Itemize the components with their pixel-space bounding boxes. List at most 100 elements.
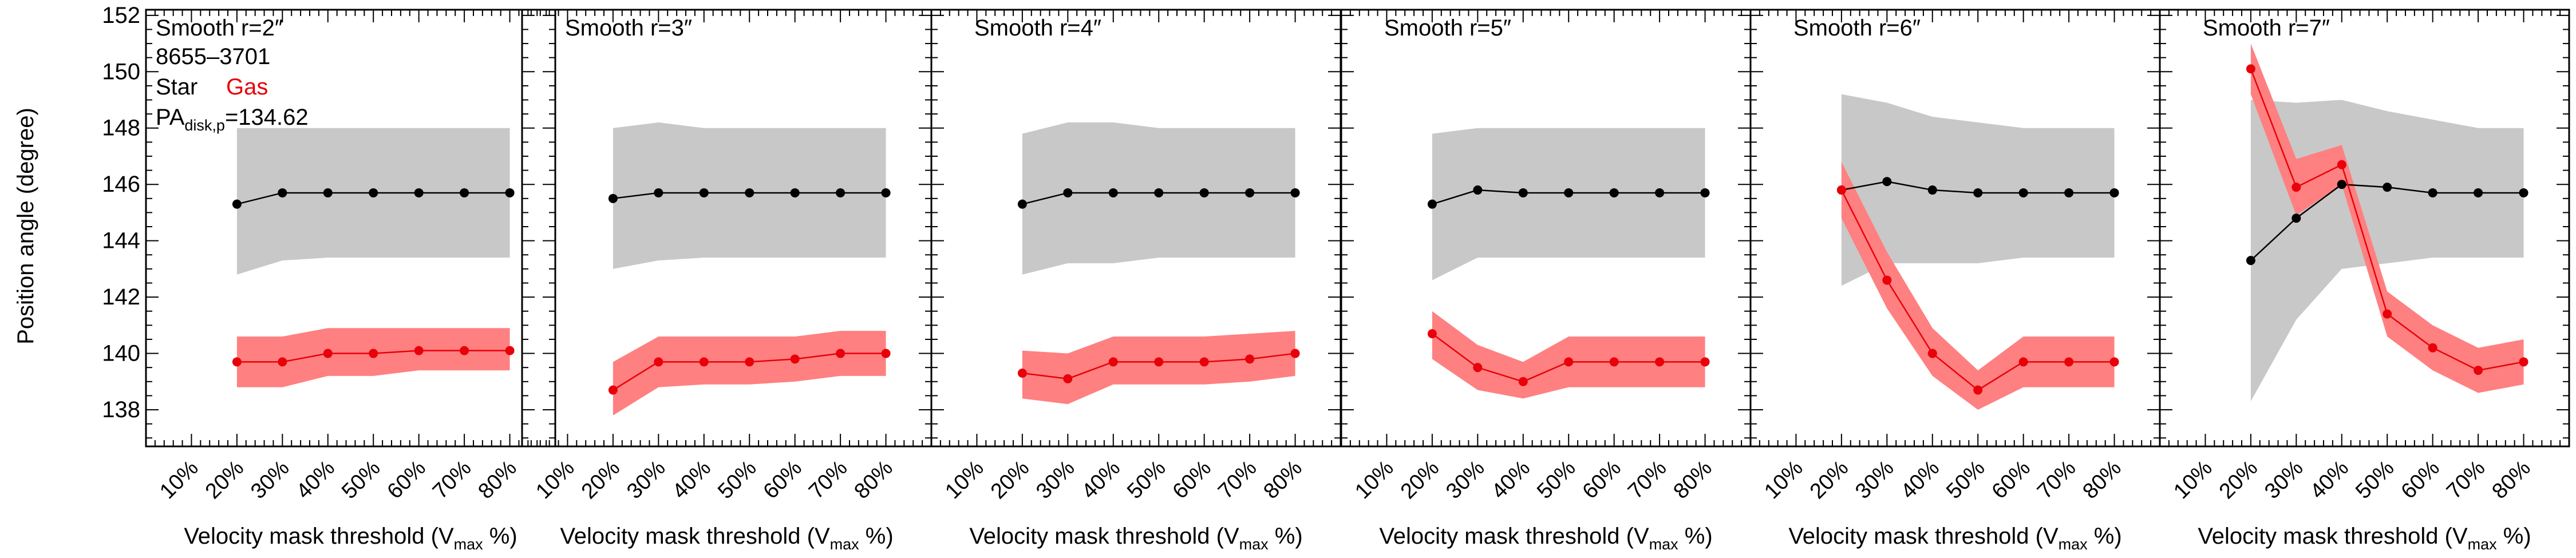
gas-point <box>1609 357 1619 367</box>
x-tick-label: 80% <box>2487 456 2535 504</box>
gas-point <box>1017 369 1027 378</box>
x-tick-label: 30% <box>1032 456 1079 504</box>
x-axis-label: Velocity mask threshold (Vmax %) <box>1379 524 1712 553</box>
x-tick-label: 60% <box>1168 456 1216 504</box>
gas-point <box>1973 385 1983 395</box>
gas-point <box>1700 357 1710 367</box>
panel-title: Smooth r=2″ <box>156 15 283 41</box>
x-tick-label: 70% <box>2442 456 2490 504</box>
x-tick-label: 70% <box>804 456 852 504</box>
star-point <box>2474 188 2483 197</box>
y-tick-label: 140 <box>102 341 140 366</box>
panel-title: Smooth r=6″ <box>1793 15 1921 41</box>
x-tick-label: 30% <box>2260 456 2308 504</box>
gas-error-band <box>1432 311 1705 399</box>
x-axis-label-end: %) <box>1678 524 1713 549</box>
x-axis-label-end: %) <box>859 524 894 549</box>
x-tick-label: 80% <box>1259 456 1306 504</box>
x-axis-label-main: Velocity mask threshold (V <box>1379 524 1649 549</box>
x-tick-label: 50% <box>337 456 385 504</box>
x-tick-label: 80% <box>850 456 897 504</box>
x-tick-label: 20% <box>1396 456 1444 504</box>
star-point <box>232 199 242 209</box>
x-axis-label-end: %) <box>1269 524 1303 549</box>
star-point <box>1245 188 1255 197</box>
x-axis-label-end: %) <box>483 524 517 549</box>
x-tick-label: 40% <box>2306 456 2353 504</box>
gas-point <box>654 357 663 367</box>
star-point <box>1108 188 1118 197</box>
y-tick-label: 138 <box>102 397 140 422</box>
star-point <box>1154 188 1164 197</box>
star-point <box>1017 199 1027 209</box>
x-tick-label: 30% <box>622 456 670 504</box>
star-point <box>460 188 469 197</box>
gas-error-band <box>2250 43 2524 393</box>
star-point <box>323 188 333 197</box>
gas-point <box>1836 185 1846 195</box>
x-axis-label: Velocity mask threshold (Vmax %) <box>1788 524 2121 553</box>
gas-point <box>2064 357 2074 367</box>
x-tick-label: 70% <box>2033 456 2080 504</box>
x-tick-label: 20% <box>201 456 248 504</box>
x-axis-label-main: Velocity mask threshold (V <box>560 524 830 549</box>
gas-point <box>460 346 469 355</box>
star-point <box>2064 188 2074 197</box>
x-tick-label: 70% <box>1214 456 1261 504</box>
star-point <box>881 188 891 197</box>
gas-point <box>745 357 754 367</box>
panel-frame <box>145 9 556 448</box>
x-tick-label: 20% <box>1805 456 1853 504</box>
star-point <box>2018 188 2028 197</box>
x-tick-label: 80% <box>1669 456 1716 504</box>
panel-title: Smooth r=4″ <box>974 15 1101 41</box>
x-tick-label: 50% <box>1123 456 1170 504</box>
x-axis-label: Velocity mask threshold (Vmax %) <box>560 524 893 553</box>
x-axis-label-sub: max <box>2468 536 2498 553</box>
y-tick-label: 150 <box>102 59 140 84</box>
panel-3: 10%20%30%40%50%60%70%80% Smooth r=4″ Veloc… <box>930 9 1342 553</box>
star-point <box>1700 188 1710 197</box>
star-point <box>836 188 846 197</box>
gas-point <box>278 357 287 367</box>
star-point <box>278 188 287 197</box>
x-axis-label-main: Velocity mask threshold (V <box>969 524 1239 549</box>
gas-point <box>2291 183 2301 192</box>
gas-point <box>1518 377 1528 386</box>
x-axis-label-main: Velocity mask threshold (V <box>184 524 454 549</box>
star-point <box>699 188 709 197</box>
gas-point <box>323 349 333 358</box>
y-axis-label: Position angle (degree) <box>13 108 38 345</box>
panel-2: 10%20%30%40%50%60%70%80% Smooth r=3″ Veloc… <box>521 9 933 553</box>
panel-title: Smooth r=3″ <box>565 15 692 41</box>
star-error-band <box>236 128 510 275</box>
x-tick-label: 40% <box>1897 456 1944 504</box>
x-axis-label-sub: max <box>1649 536 1679 553</box>
star-point <box>608 193 618 203</box>
gas-point <box>2109 357 2119 367</box>
gas-point <box>2337 160 2346 169</box>
x-axis-label-end: %) <box>2088 524 2122 549</box>
x-tick-label: 10% <box>531 456 579 504</box>
gas-point <box>1655 357 1665 367</box>
x-tick-label: 20% <box>2215 456 2262 504</box>
gas-error-band <box>1841 161 2115 410</box>
star-point <box>1063 188 1073 197</box>
x-tick-label: 20% <box>577 456 625 504</box>
star-point <box>1518 188 1528 197</box>
gas-point <box>881 349 891 358</box>
star-point <box>2337 180 2346 189</box>
x-tick-label: 60% <box>383 456 430 504</box>
galaxy-id-label: 8655–3701 <box>156 44 270 69</box>
x-tick-label: 10% <box>941 456 988 504</box>
gas-point <box>1882 275 1892 285</box>
legend-gas-label: Gas <box>226 74 268 100</box>
x-axis-label-end: %) <box>2497 524 2531 549</box>
x-tick-label: 60% <box>759 456 807 504</box>
x-tick-label: 40% <box>292 456 339 504</box>
x-tick-label: 20% <box>986 456 1034 504</box>
panel-5: 10%20%30%40%50%60%70%80% Smooth r=6″ Veloc… <box>1749 9 2161 553</box>
x-tick-label: 30% <box>1851 456 1898 504</box>
gas-point <box>608 385 618 395</box>
